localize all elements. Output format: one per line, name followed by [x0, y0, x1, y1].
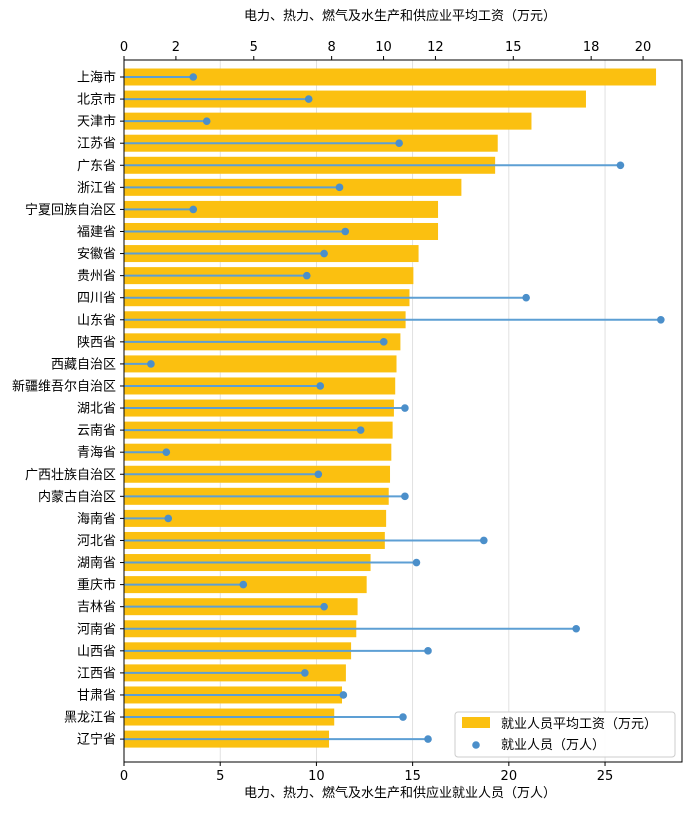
- employment-marker: [399, 713, 407, 721]
- category-label: 吉林省: [77, 600, 116, 615]
- employment-marker: [424, 735, 432, 743]
- category-label: 陕西省: [77, 335, 116, 350]
- category-label: 贵州省: [77, 269, 116, 284]
- y-axis: 上海市北京市天津市江苏省广东省浙江省宁夏回族自治区福建省安徽省贵州省四川省山东省…: [12, 70, 124, 748]
- category-label: 西藏自治区: [51, 357, 116, 372]
- employment-marker: [162, 448, 171, 456]
- employment-marker: [572, 624, 580, 633]
- legend: 就业人员平均工资（万元） 就业人员（万人）: [454, 711, 676, 758]
- employment-marker: [401, 404, 409, 412]
- category-label: 上海市: [77, 70, 116, 86]
- top-axis-tick-label: 20: [635, 40, 652, 55]
- employment-marker: [356, 426, 365, 434]
- legend-bar-swatch: [462, 717, 490, 728]
- category-label: 四川省: [77, 291, 116, 306]
- top-axis-tick-label: 10: [375, 40, 392, 55]
- bottom-axis-tick-label: 25: [597, 769, 614, 784]
- employment-marker: [189, 73, 198, 81]
- bottom-axis: 0 5 10 15 20 25: [120, 762, 613, 784]
- employment-marker: [480, 536, 488, 545]
- employment-marker: [395, 139, 403, 148]
- employment-marker: [339, 691, 348, 699]
- category-label: 安徽省: [77, 247, 116, 262]
- top-axis-tick-label: 18: [583, 40, 600, 55]
- employment-marker: [304, 95, 313, 103]
- bottom-axis-tick-label: 5: [216, 769, 224, 784]
- employment-marker: [202, 117, 211, 125]
- employment-marker: [164, 514, 173, 523]
- legend-bar-label: 就业人员平均工资（万元）: [501, 717, 657, 732]
- employment-marker: [316, 382, 325, 390]
- category-label: 山西省: [77, 644, 116, 659]
- employment-marker: [522, 293, 530, 302]
- category-label: 福建省: [77, 225, 116, 240]
- category-label: 内蒙古自治区: [38, 489, 116, 505]
- bottom-axis-title: 电力、热力、燃气及水生产和供应业就业人员（万人）: [244, 785, 556, 801]
- category-label: 云南省: [77, 423, 116, 439]
- employment-marker: [401, 492, 409, 501]
- top-axis-title: 电力、热力、燃气及水生产和供应业平均工资（万元）: [244, 8, 556, 24]
- category-label: 浙江省: [77, 181, 116, 196]
- employment-marker: [302, 271, 311, 280]
- employment-marker: [189, 205, 198, 214]
- category-label: 宁夏回族自治区: [25, 202, 116, 218]
- lollipop-series: [124, 73, 665, 743]
- category-label: 辽宁省: [77, 732, 116, 748]
- employment-marker: [335, 183, 344, 192]
- employment-marker: [616, 161, 625, 170]
- category-label: 广西壮族自治区: [25, 467, 116, 483]
- category-label: 河北省: [77, 534, 116, 549]
- employment-marker: [320, 602, 328, 611]
- top-axis-tick-label: 12: [427, 40, 444, 55]
- employment-marker: [320, 249, 328, 258]
- legend-dot-marker: [472, 741, 480, 749]
- bottom-axis-tick-label: 10: [308, 769, 325, 784]
- top-axis-tick-label: 2: [172, 40, 180, 55]
- bar-series: [124, 68, 657, 748]
- bottom-axis-tick-label: 20: [501, 769, 518, 784]
- category-label: 广东省: [77, 159, 116, 174]
- category-label: 湖南省: [77, 555, 116, 571]
- category-label: 新疆维吾尔自治区: [12, 378, 116, 394]
- category-label: 湖北省: [77, 402, 116, 417]
- employment-marker: [424, 647, 432, 655]
- top-axis-tick-label: 8: [327, 40, 335, 55]
- bottom-axis-tick-label: 0: [120, 769, 128, 784]
- category-label: 黑龙江省: [64, 711, 116, 726]
- category-label: 甘肃省: [77, 688, 116, 703]
- category-label: 天津市: [77, 114, 116, 130]
- employment-marker: [379, 338, 388, 346]
- top-axis-tick-label: 15: [505, 40, 522, 55]
- wage-bar: [124, 355, 397, 373]
- employment-marker: [239, 580, 248, 589]
- employment-marker: [147, 360, 155, 368]
- category-label: 海南省: [77, 511, 116, 527]
- legend-dot-label: 就业人员（万人）: [501, 738, 605, 753]
- category-label: 河南省: [77, 621, 116, 637]
- plot-frame: [123, 59, 683, 763]
- wage-bar: [124, 443, 392, 461]
- top-axis-tick-label: 5: [250, 40, 258, 55]
- employment-marker: [341, 227, 350, 236]
- category-label: 重庆市: [77, 577, 116, 593]
- bottom-axis-tick-label: 15: [404, 769, 421, 784]
- employment-marker: [657, 315, 665, 324]
- category-label: 江苏省: [77, 136, 116, 152]
- category-label: 青海省: [77, 446, 116, 461]
- category-label: 山东省: [77, 313, 116, 328]
- employment-marker: [301, 669, 309, 677]
- top-axis-tick-label: 0: [120, 40, 128, 55]
- wage-bar: [124, 200, 439, 218]
- top-axis: 0 2 5 8 10 12 15 18 20: [120, 40, 651, 60]
- wage-bar: [124, 509, 387, 527]
- wage-bar: [124, 112, 532, 130]
- legend-box: [454, 711, 676, 758]
- wage-bar: [124, 68, 657, 86]
- employment-marker: [412, 558, 421, 567]
- category-label: 江西省: [77, 666, 116, 681]
- employment-marker: [314, 470, 323, 479]
- category-label: 北京市: [77, 92, 116, 108]
- wage-bar: [124, 90, 586, 108]
